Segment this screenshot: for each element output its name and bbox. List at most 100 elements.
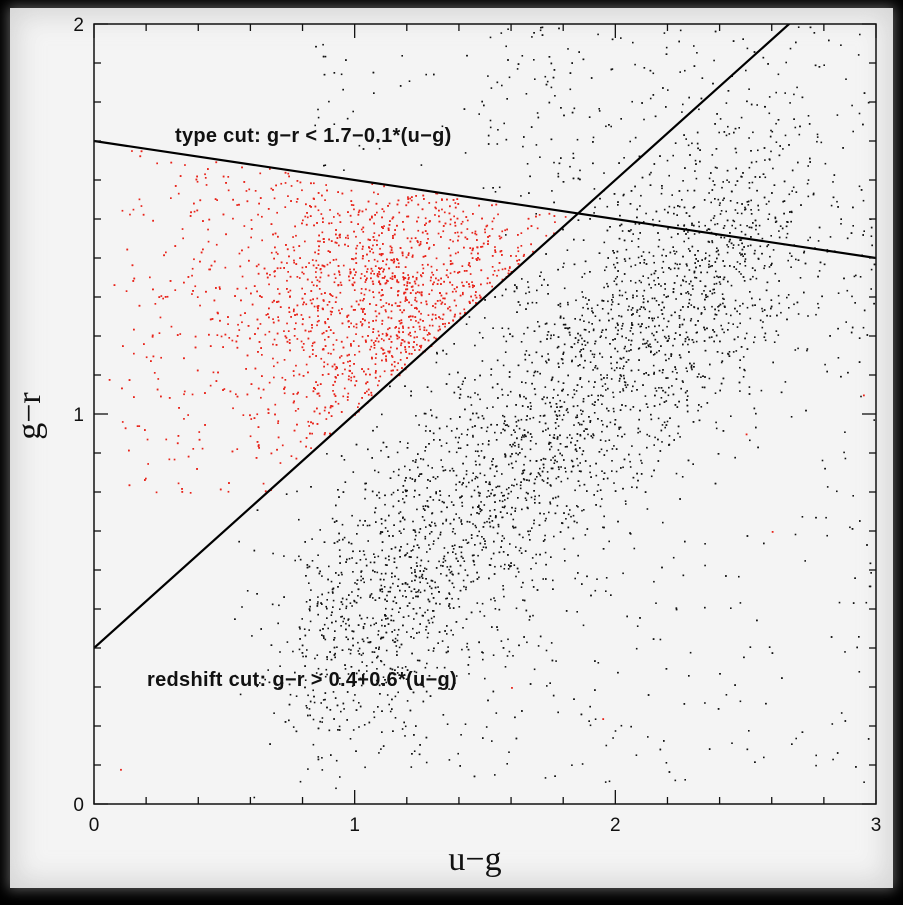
data-point-black (863, 230, 865, 232)
data-point-black (446, 597, 448, 600)
data-point-black (589, 350, 592, 352)
data-point-black (353, 600, 356, 603)
data-point-black (358, 647, 361, 650)
data-point-black (522, 472, 525, 474)
data-point-black (816, 140, 818, 143)
data-point-black (384, 503, 386, 506)
data-point-black (505, 234, 507, 236)
data-point-black (505, 138, 508, 141)
data-point-black (676, 406, 679, 408)
data-point-black (541, 355, 543, 358)
data-point-black (512, 525, 514, 528)
data-point-black (424, 537, 427, 540)
data-point-black (638, 223, 641, 225)
data-point-black (598, 110, 601, 112)
data-point-black (552, 588, 554, 590)
data-point-black (471, 426, 474, 428)
data-point-black (873, 263, 876, 266)
data-point-black (714, 308, 716, 311)
data-point-black (453, 343, 455, 345)
data-point-black (490, 598, 492, 601)
data-point-black (369, 594, 372, 597)
data-point-black (281, 682, 284, 684)
data-point-black (627, 309, 629, 311)
data-point-black (543, 513, 545, 515)
data-point-black (616, 250, 619, 253)
data-point-black (700, 271, 702, 274)
data-point-black (488, 481, 491, 483)
data-point-black (576, 440, 579, 442)
data-point-black (607, 300, 609, 303)
data-point-black (537, 321, 539, 323)
data-point-black (693, 224, 695, 227)
data-point-black (493, 573, 496, 575)
data-point-black (402, 624, 404, 627)
data-point-black (357, 641, 359, 644)
data-point-black (837, 357, 840, 359)
data-point-black (355, 750, 357, 752)
data-point-black (374, 571, 376, 573)
data-point-black (576, 138, 579, 141)
data-point-black (345, 605, 348, 608)
data-point-black (431, 414, 433, 417)
data-point-black (383, 578, 385, 581)
data-point-black (623, 433, 626, 436)
data-point-black (677, 432, 679, 435)
data-point-black (457, 447, 460, 449)
data-point-black (334, 630, 336, 632)
data-point-black (571, 111, 574, 114)
data-point-black (501, 473, 503, 475)
data-point-black (807, 165, 809, 167)
data-point-black (305, 655, 307, 658)
data-point-black (654, 115, 657, 118)
data-point-black (728, 133, 731, 135)
data-point-black (388, 703, 390, 706)
data-point-black (443, 501, 445, 504)
data-point-black (333, 639, 335, 641)
data-point-black (356, 583, 358, 585)
data-point-black (478, 331, 481, 334)
data-point-black (413, 618, 415, 620)
data-point-black (778, 280, 780, 282)
data-point-black (586, 575, 588, 578)
data-point-black (622, 572, 624, 575)
data-point-black (667, 394, 670, 397)
data-point-black (711, 154, 714, 156)
data-point-black (556, 406, 558, 408)
data-point-black (714, 30, 717, 33)
data-point-black (376, 571, 379, 574)
data-point-black (597, 662, 600, 664)
data-point-black (514, 526, 517, 529)
data-point-black (676, 372, 678, 374)
data-point-black (411, 580, 413, 582)
data-point-black (538, 421, 541, 423)
data-point-black (380, 522, 383, 525)
data-point-black (670, 353, 672, 355)
data-point-black (622, 194, 625, 197)
data-point-black (678, 190, 681, 192)
data-point-black (460, 734, 462, 736)
data-point-black (666, 420, 669, 423)
data-point-black (450, 629, 452, 632)
data-point-black (321, 593, 323, 596)
data-point-black (550, 485, 552, 487)
data-point-black (294, 559, 296, 562)
data-point-black (425, 761, 428, 764)
data-point-black (525, 308, 527, 310)
data-point-black (722, 297, 724, 300)
data-point-black (765, 203, 768, 205)
data-point-black (661, 267, 663, 269)
data-point-black (812, 192, 815, 195)
data-point-black (343, 708, 345, 710)
data-point-black (654, 436, 656, 439)
data-point-black (417, 466, 419, 469)
data-point-black (545, 83, 548, 86)
data-point-black (506, 655, 509, 657)
data-point-black (435, 491, 437, 493)
data-point-black (492, 187, 494, 189)
data-point-black (682, 279, 684, 281)
data-point-black (341, 597, 344, 600)
data-point-black (647, 325, 650, 328)
data-point-black (615, 470, 618, 473)
data-point-black (708, 748, 711, 750)
